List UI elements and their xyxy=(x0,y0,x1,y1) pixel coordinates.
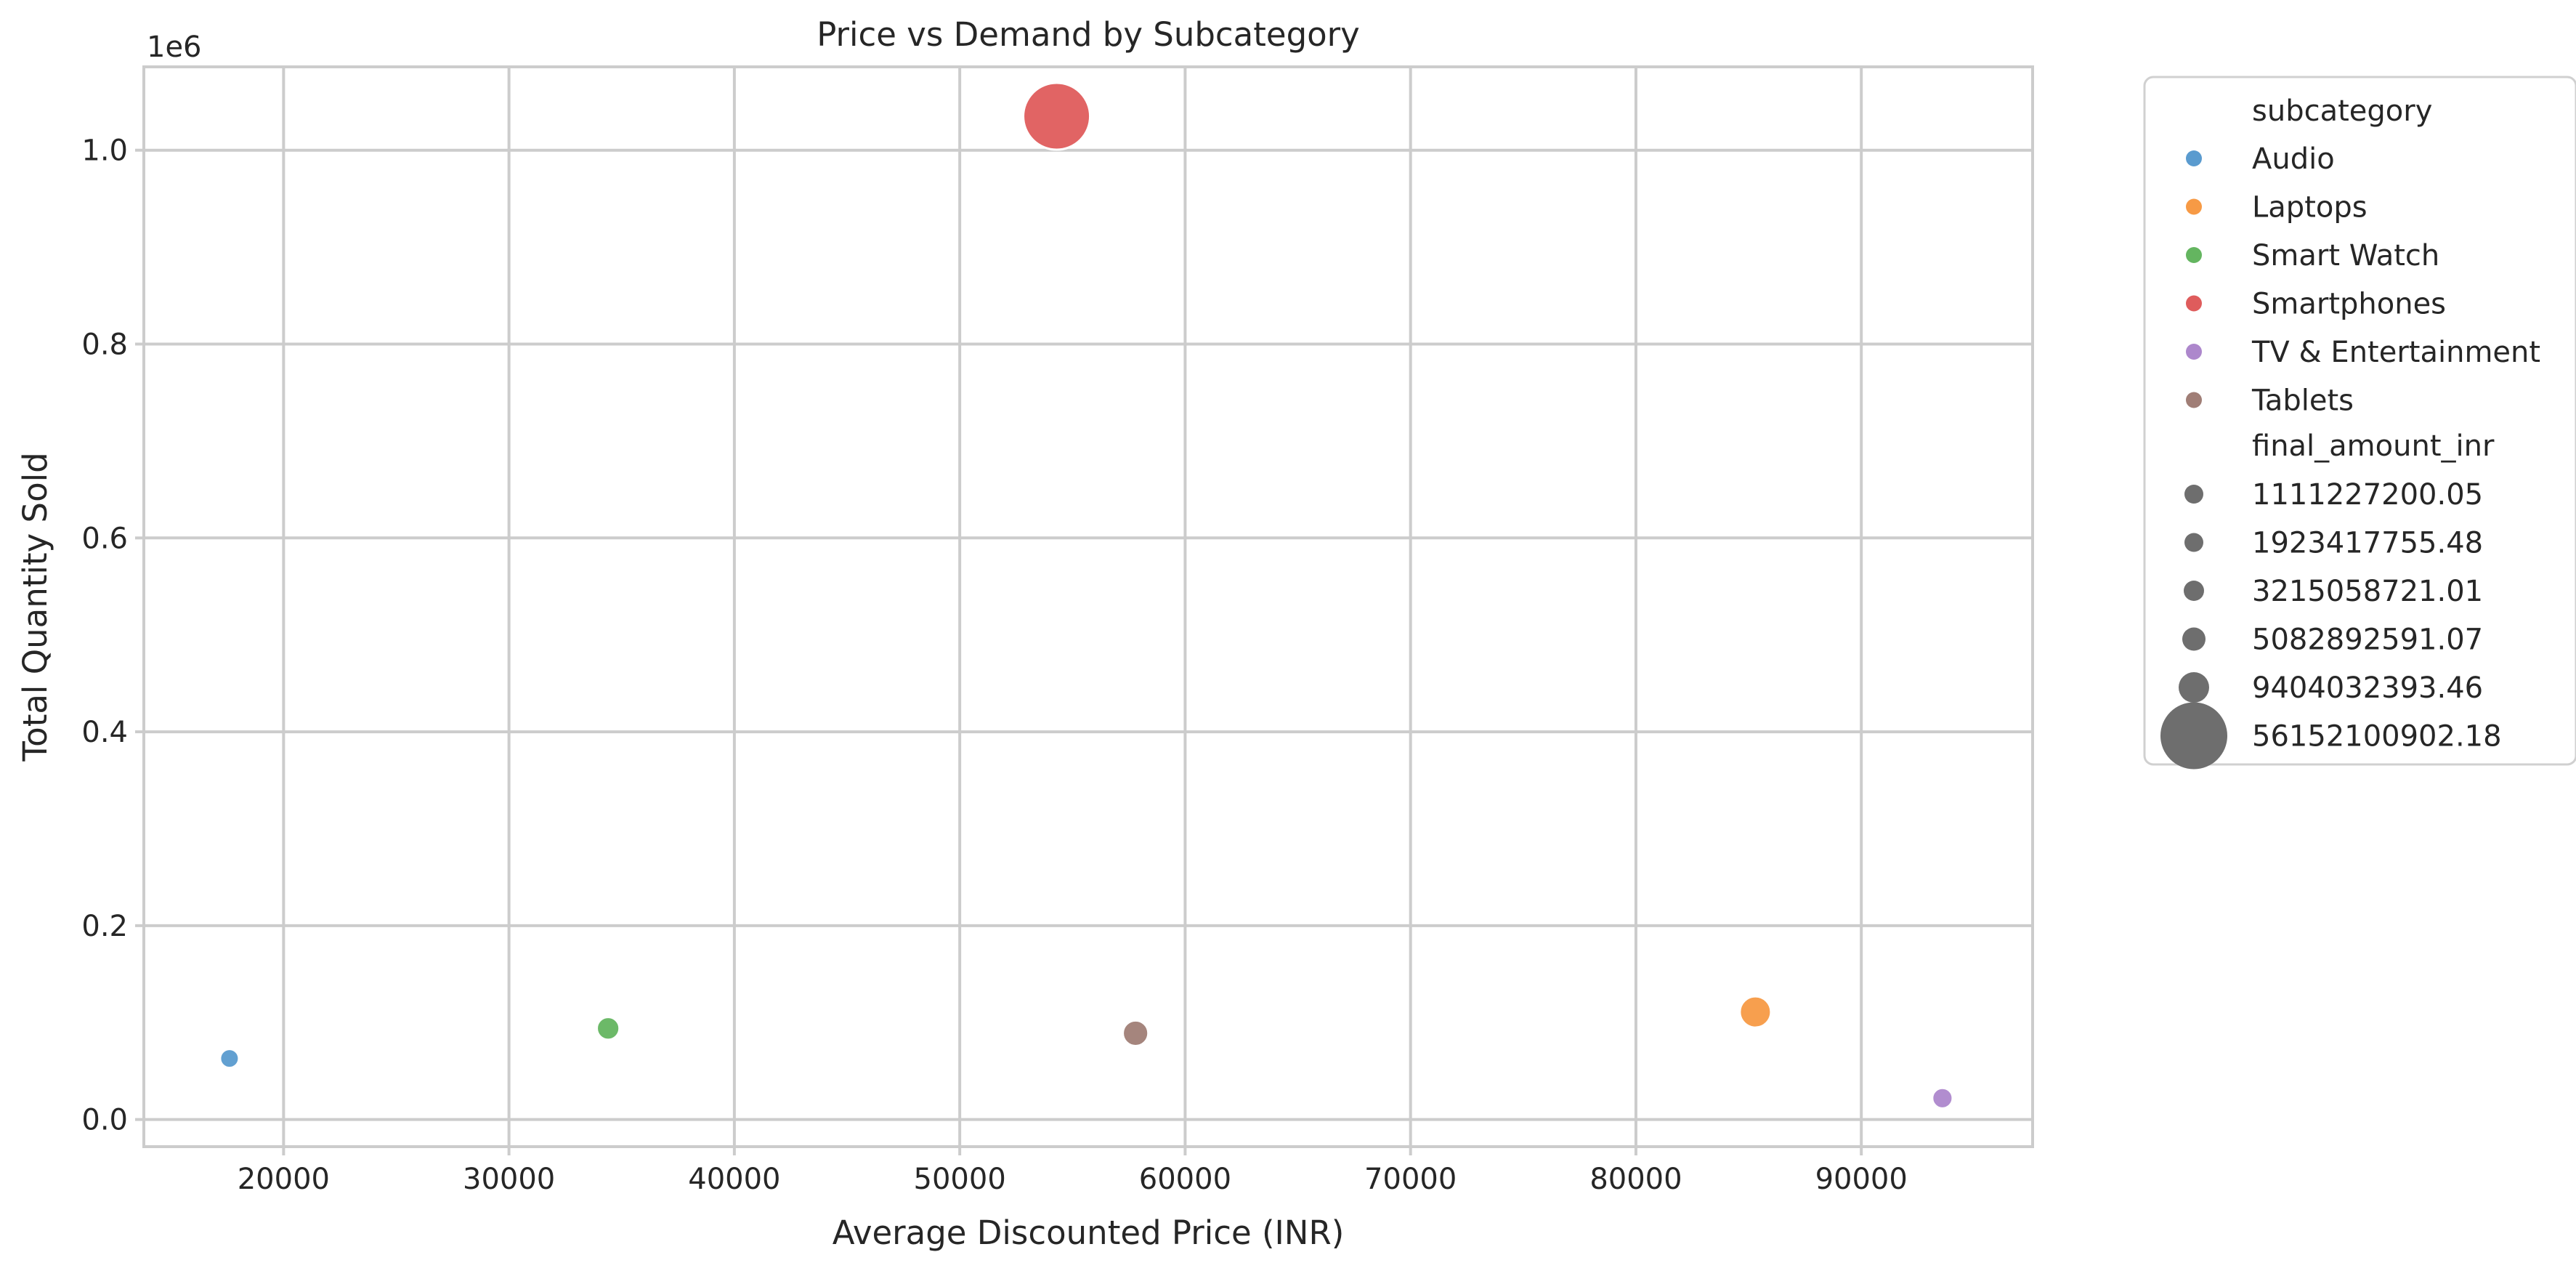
legend-label-size: 56152100902.18 xyxy=(2252,720,2502,754)
legend-marker-size xyxy=(2179,672,2209,703)
legend-marker-size xyxy=(2160,702,2227,770)
legend-marker-size xyxy=(2184,485,2203,504)
legend-marker-size xyxy=(2184,581,2204,601)
legend-title-final-amount: final_amount_inr xyxy=(2252,429,2495,463)
ticks-layer: 20000 30000 40000 50000 60000 70000 80000 90000… xyxy=(81,134,1907,1196)
points-layer xyxy=(219,81,1954,1110)
y-axis-label: Total Quantity Sold xyxy=(16,452,54,762)
x-tick-label: 50000 xyxy=(914,1163,1006,1196)
x-tick-label: 40000 xyxy=(688,1163,780,1196)
grid-layer xyxy=(144,67,2033,1147)
legend-label-size: 3215058721.01 xyxy=(2252,575,2483,608)
legend-label-hue: Tablets xyxy=(2251,384,2354,418)
y-tick-label: 1.0 xyxy=(81,134,128,168)
legend-label-hue: Audio xyxy=(2252,142,2335,176)
legend-marker-hue xyxy=(2186,247,2202,263)
legend-label-size: 9404032393.46 xyxy=(2252,671,2483,705)
legend: subcategory Audio Laptops Smart Watch Smart… xyxy=(2143,76,2576,770)
legend-marker-hue xyxy=(2186,344,2202,360)
point-smartphones xyxy=(1022,81,1092,151)
x-tick-label: 60000 xyxy=(1139,1163,1231,1196)
point-smart-watch xyxy=(596,1016,621,1041)
legend-marker-hue xyxy=(2186,392,2202,408)
legend-marker-hue xyxy=(2186,198,2202,215)
legend-marker-hue xyxy=(2186,150,2202,166)
hue-legend: Audio Laptops Smart Watch Smartphones TV & E… xyxy=(2186,142,2540,418)
y-tick-label: 0.6 xyxy=(81,522,128,555)
chart-title: Price vs Demand by Subcategory xyxy=(817,15,1360,54)
legend-label-hue: Laptops xyxy=(2252,191,2368,225)
legend-label-size: 1111227200.05 xyxy=(2252,478,2483,512)
y-tick-label: 0.0 xyxy=(81,1104,128,1137)
legend-marker-size xyxy=(2184,533,2203,552)
legend-label-hue: TV & Entertainment xyxy=(2251,336,2540,369)
point-audio xyxy=(219,1048,240,1070)
y-tick-label: 0.8 xyxy=(81,328,128,362)
x-tick-label: 20000 xyxy=(238,1163,330,1196)
legend-label-size: 5082892591.07 xyxy=(2252,623,2483,657)
point-tablets xyxy=(1122,1019,1150,1048)
legend-title-subcategory: subcategory xyxy=(2252,94,2432,128)
legend-frame xyxy=(2143,76,2576,766)
legend-label-hue: Smart Watch xyxy=(2252,239,2439,272)
x-tick-label: 30000 xyxy=(463,1163,555,1196)
x-tick-label: 70000 xyxy=(1364,1163,1457,1196)
plot-frame xyxy=(142,65,2034,1148)
size-legend: 1111227200.05 1923417755.48 3215058721.01 5… xyxy=(2160,478,2502,770)
legend-marker-hue xyxy=(2186,295,2202,312)
y-tick-label: 0.2 xyxy=(81,910,128,943)
legend-label-hue: Smartphones xyxy=(2252,288,2446,321)
y-offset-label: 1e6 xyxy=(147,31,202,64)
x-tick-label: 80000 xyxy=(1589,1163,1682,1196)
legend-marker-size xyxy=(2182,627,2206,651)
point-tv-entertainment xyxy=(1931,1086,1954,1110)
x-tick-label: 90000 xyxy=(1815,1163,1908,1196)
point-laptops xyxy=(1738,995,1773,1029)
y-tick-label: 0.4 xyxy=(81,716,128,749)
x-axis-label: Average Discounted Price (INR) xyxy=(833,1214,1345,1252)
legend-label-size: 1923417755.48 xyxy=(2252,527,2483,560)
